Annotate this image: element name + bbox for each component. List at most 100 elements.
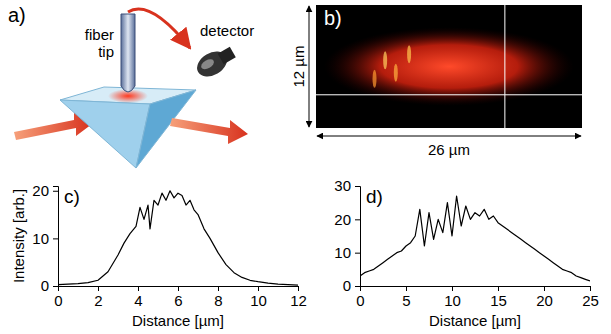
detector-housing: [218, 47, 236, 64]
y-tick-label: 20: [32, 182, 49, 199]
y-tick-mark: [355, 286, 360, 287]
x-axis-title: Distance [µm]: [132, 312, 224, 329]
x-tick: 4: [134, 286, 142, 309]
x-tick: 8: [214, 286, 222, 309]
x-axis: 0 5 10 15 20 25: [356, 286, 599, 309]
panel-label: d): [366, 186, 383, 207]
panel-a: a) fibertip detector: [8, 4, 254, 168]
signal-arrow: [128, 9, 190, 48]
y-tick: 0: [41, 277, 58, 294]
x-tick-mark: [178, 286, 179, 291]
dim-arrow-h: [317, 136, 581, 137]
x-tick-mark: [452, 286, 453, 291]
axis-line: [59, 287, 299, 292]
y-axis: 0 10 20: [32, 182, 58, 294]
x-tick-mark: [98, 286, 99, 291]
x-tick: 25: [582, 286, 599, 309]
label-detector: detector: [200, 22, 254, 39]
y-tick-mark: [53, 286, 58, 287]
label-fiber-tip: fibertip: [85, 26, 114, 60]
x-tick-mark: [298, 286, 299, 291]
x-tick: 2: [94, 286, 102, 309]
y-axis-title: Intensity [arb.]: [10, 189, 27, 283]
y-tick: 20: [334, 211, 360, 228]
x-tick-mark: [544, 286, 545, 291]
x-axis: 0 2 4 6 8 10 12: [54, 286, 307, 309]
panel-b: b) 12 µm 26 µm: [290, 5, 582, 158]
y-axis: 0 10 20 30: [334, 177, 360, 294]
detector-icon: [193, 42, 239, 81]
x-axis-title: Distance [µm]: [429, 312, 521, 329]
axis-line: [53, 187, 59, 287]
axis-line: [355, 187, 361, 287]
x-tick: 5: [402, 286, 410, 309]
y-tick-mark: [355, 253, 360, 254]
chart-panel: 0 5 10 15 20 25 0 10 20 30 d) Distance [µm]: [334, 177, 599, 329]
y-tick-label: 10: [334, 244, 351, 261]
x-tick-mark: [406, 286, 407, 291]
x-tick-label: 0: [356, 292, 364, 309]
image-background: [316, 5, 582, 128]
x-tick-label: 10: [444, 292, 461, 309]
y-tick: 10: [334, 244, 360, 261]
beam-out: [170, 118, 248, 144]
x-tick-mark: [258, 286, 259, 291]
x-tick: 12: [290, 286, 307, 309]
data-line: [360, 196, 590, 281]
x-tick: 20: [536, 286, 553, 309]
dim-arrow-v: [309, 6, 310, 127]
y-tick-mark: [355, 219, 360, 220]
y-tick-label: 30: [334, 177, 351, 194]
fiber: [121, 14, 135, 92]
axis-line: [361, 287, 591, 292]
y-tick-label: 0: [343, 277, 351, 294]
x-tick-label: 4: [134, 292, 142, 309]
prism-right: [136, 90, 196, 168]
x-tick: 15: [490, 286, 507, 309]
y-tick-mark: [53, 238, 58, 239]
prism-left: [60, 100, 150, 168]
y-tick-mark: [355, 186, 360, 187]
y-tick-label: 20: [334, 211, 351, 228]
data-line: [58, 191, 298, 285]
intensity-spot: [324, 27, 574, 106]
y-tick-mark: [53, 191, 58, 192]
crosshair-h: [316, 94, 582, 95]
x-tick-label: 25: [582, 292, 599, 309]
panel-label: a): [8, 4, 26, 26]
hot-spot: [383, 51, 387, 69]
plot-area: [58, 191, 298, 285]
panel-label: c): [64, 186, 80, 207]
x-tick-label: 6: [174, 292, 182, 309]
x-tick-mark: [590, 286, 591, 291]
x-tick-label: 15: [490, 292, 507, 309]
hot-spot: [407, 45, 411, 63]
x-tick: 6: [174, 286, 182, 309]
y-tick: 30: [334, 177, 360, 194]
y-tick: 0: [343, 277, 360, 294]
chart-panel: 0 2 4 6 8 10 12 0 10 20 c) Distance [µm] Intensity […: [10, 182, 307, 329]
detector-window: [199, 57, 215, 71]
y-tick: 10: [32, 230, 58, 247]
crosshair-v: [504, 5, 505, 128]
panel-label: b): [324, 7, 342, 29]
y-tick-label: 10: [32, 230, 49, 247]
y-tick-label: 0: [41, 277, 49, 294]
x-tick-mark: [498, 286, 499, 291]
x-tick-label: 8: [214, 292, 222, 309]
x-tick-label: 5: [402, 292, 410, 309]
dim-label-width: 26 µm: [428, 141, 470, 158]
x-tick-label: 2: [94, 292, 102, 309]
x-tick-label: 0: [54, 292, 62, 309]
x-tick: 10: [250, 286, 267, 309]
x-tick: 0: [356, 286, 364, 309]
hot-spot: [373, 70, 377, 88]
x-tick-mark: [218, 286, 219, 291]
x-tick: 0: [54, 286, 62, 309]
dim-label-height: 12 µm: [290, 46, 307, 88]
y-tick: 20: [32, 182, 58, 199]
x-tick: 10: [444, 286, 461, 309]
hot-spot: [394, 64, 398, 82]
x-tick-label: 10: [250, 292, 267, 309]
x-tick-mark: [138, 286, 139, 291]
